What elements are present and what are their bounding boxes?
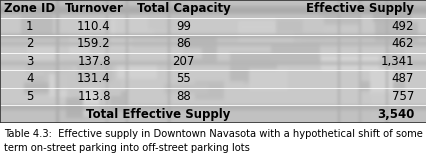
Bar	[0, 0, 426, 18]
Bar	[0, 88, 426, 105]
Text: 110.4: 110.4	[77, 20, 110, 33]
Text: 86: 86	[176, 37, 190, 50]
Text: 88: 88	[176, 90, 190, 103]
Text: Zone ID: Zone ID	[4, 2, 55, 15]
Bar	[0, 35, 426, 53]
Text: 99: 99	[176, 20, 191, 33]
Text: 55: 55	[176, 73, 190, 85]
Text: Total Capacity: Total Capacity	[136, 2, 230, 15]
Bar	[0, 105, 426, 123]
Text: 3: 3	[26, 55, 34, 68]
Bar	[0, 53, 426, 70]
Text: 113.8: 113.8	[77, 90, 110, 103]
Text: 1,341: 1,341	[380, 55, 413, 68]
Text: 487: 487	[391, 73, 413, 85]
Text: 3,540: 3,540	[376, 108, 413, 121]
Bar	[0, 70, 426, 88]
Text: Turnover: Turnover	[64, 2, 123, 15]
Text: Effective Supply: Effective Supply	[305, 2, 413, 15]
Text: 757: 757	[391, 90, 413, 103]
Text: 159.2: 159.2	[77, 37, 110, 50]
Text: 207: 207	[172, 55, 194, 68]
Text: 4: 4	[26, 73, 34, 85]
Text: 137.8: 137.8	[77, 55, 110, 68]
Text: 462: 462	[391, 37, 413, 50]
Text: Table 4.3:  Effective supply in Downtown Navasota with a hypothetical shift of s: Table 4.3: Effective supply in Downtown …	[4, 129, 426, 153]
Bar	[0, 18, 426, 35]
Text: 131.4: 131.4	[77, 73, 110, 85]
Text: 5: 5	[26, 90, 34, 103]
Text: 1: 1	[26, 20, 34, 33]
Text: 492: 492	[391, 20, 413, 33]
Text: 2: 2	[26, 37, 34, 50]
Text: Total Effective Supply: Total Effective Supply	[86, 108, 230, 121]
